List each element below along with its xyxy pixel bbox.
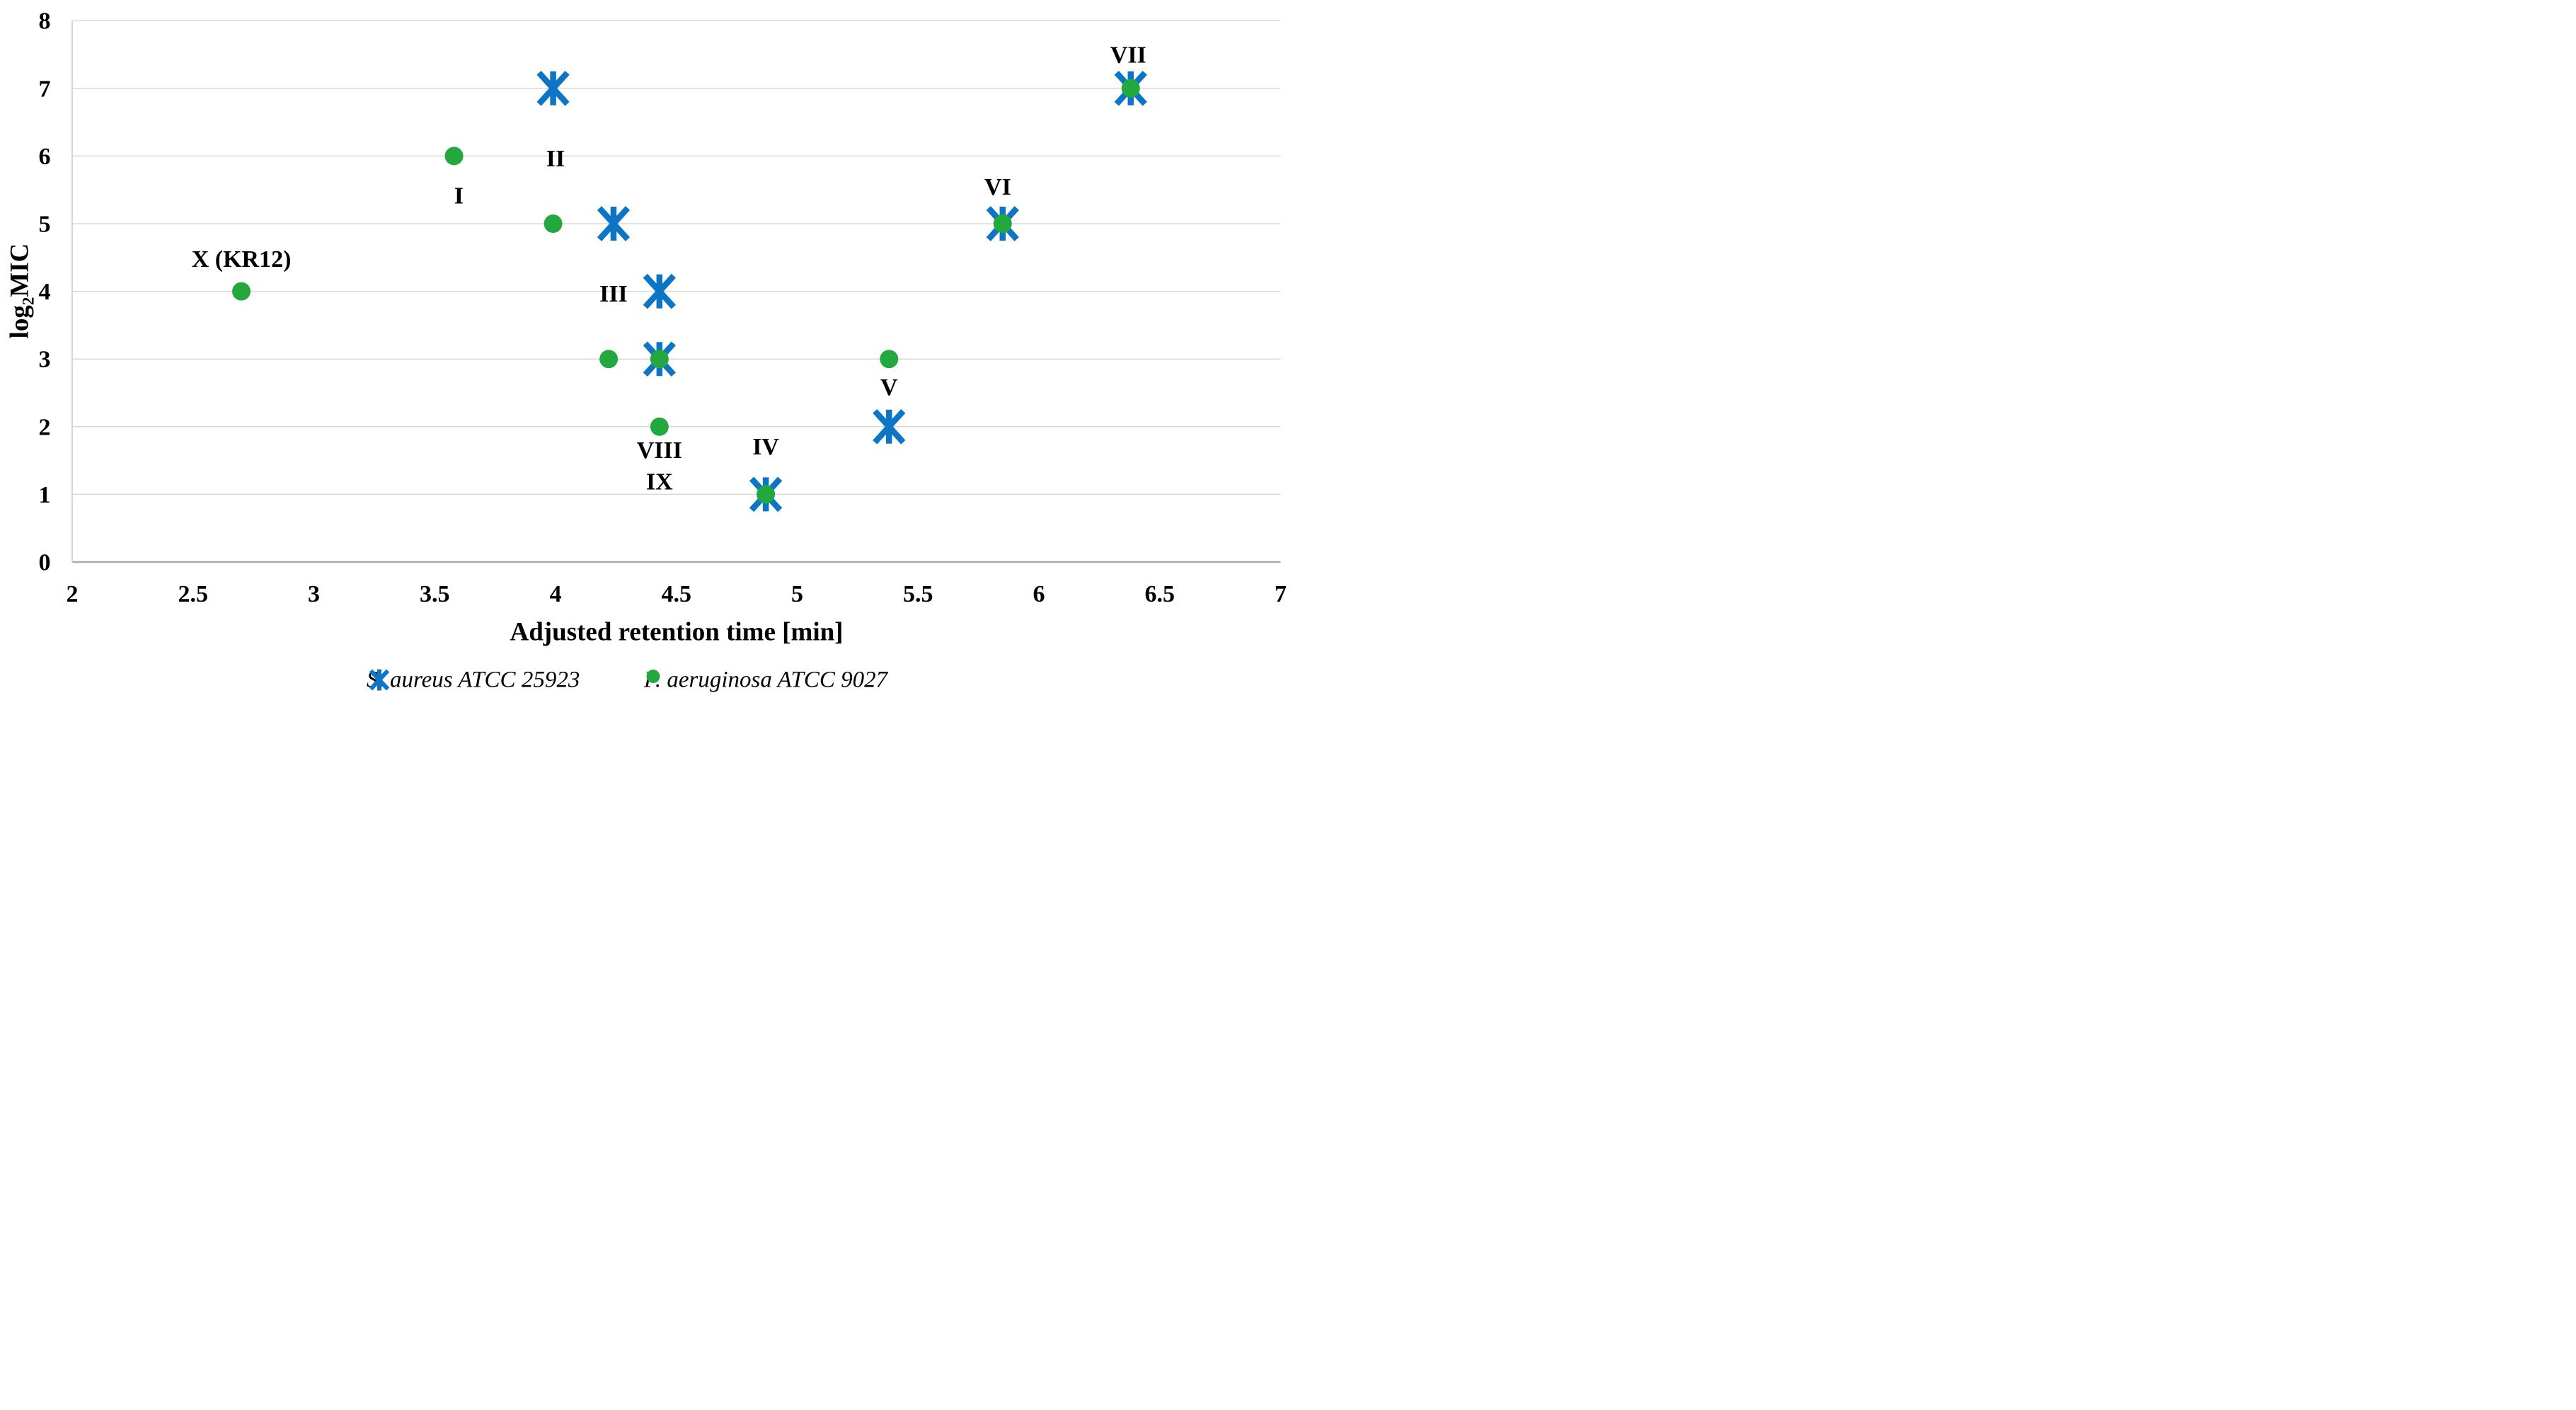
- y-tick-label-1: 1: [39, 482, 51, 508]
- annotation-viii: VIII: [637, 437, 682, 464]
- marker-circle-x4.43-y2: [650, 417, 669, 436]
- y-tick-label-7: 7: [39, 76, 51, 102]
- y-axis-title-suffix: MIC: [5, 243, 35, 297]
- marker-circle-x5.85-y5: [993, 214, 1012, 233]
- annotation-v: V: [880, 374, 898, 401]
- y-tick-label-2: 2: [39, 414, 51, 440]
- scatter-chart-figure: 0 1 2 3 4 5 6 7 8 2 2.5 3 3.5 4 4.5 5 5.5 6 6.5 7 X (KR12) I I…: [0, 0, 1288, 705]
- annotation-vi: VI: [984, 174, 1011, 200]
- annotation-i: I: [454, 183, 464, 209]
- marker-circle-x6.38-y7: [1121, 79, 1140, 98]
- x-axis-title: Adjusted retention time [min]: [510, 617, 844, 647]
- y-axis-title: log2MIC: [4, 243, 38, 339]
- annotation-x-kr12-: X (KR12): [192, 246, 292, 273]
- x-tick-label-4.5: 4.5: [662, 581, 692, 607]
- x-tick-label-5.5: 5.5: [903, 581, 933, 607]
- x-tick-label-5: 5: [791, 581, 803, 607]
- y-tick-label-3: 3: [39, 347, 51, 373]
- s-aureus-asterisk-marker-icon: [369, 669, 390, 691]
- legend-label-s-aureus: S. aureus ATCC 25923: [367, 667, 580, 693]
- marker-asterisk-x4.43-y4: [643, 273, 676, 309]
- x-tick-label-3: 3: [308, 581, 320, 607]
- x-tick-label-2: 2: [67, 581, 79, 607]
- x-tick-label-4: 4: [550, 581, 562, 607]
- annotation-vii: VII: [1110, 42, 1146, 69]
- marker-circle-x4.43-y3: [650, 350, 669, 369]
- legend-label-p-aeruginosa: P. aeruginosa ATCC 9027: [644, 667, 888, 693]
- x-tick-label-2.5: 2.5: [178, 581, 209, 607]
- y-tick-label-5: 5: [39, 212, 51, 238]
- marker-circle-x3.58-y6: [444, 147, 464, 166]
- x-tick-label-6: 6: [1033, 581, 1045, 607]
- marker-circle-x5.38-y3: [880, 350, 899, 369]
- y-axis-title-prefix: log: [5, 305, 35, 339]
- x-tick-label-6.5: 6.5: [1145, 581, 1175, 607]
- marker-circle-x4.22-y3: [599, 350, 619, 369]
- marker-circle-x2.7-y4: [232, 282, 251, 301]
- p-aeruginosa-circle-marker-icon: [646, 670, 660, 683]
- annotation-ii: II: [546, 146, 565, 172]
- y-tick-label-8: 8: [39, 8, 51, 35]
- annotation-ix: IX: [646, 469, 673, 495]
- annotation-iii: III: [599, 281, 628, 307]
- x-tick-label-7: 7: [1275, 581, 1287, 607]
- y-tick-label-4: 4: [39, 279, 51, 305]
- y-axis-title-subscript: 2: [19, 297, 38, 306]
- y-tick-label-0: 0: [39, 550, 51, 576]
- legend-item-p-aeruginosa: P. aeruginosa ATCC 9027: [644, 667, 887, 694]
- marker-circle-x3.99-y5: [544, 214, 563, 233]
- annotation-iv: IV: [752, 434, 779, 460]
- marker-asterisk-x5.38-y2: [873, 408, 906, 445]
- marker-asterisk-x4.24-y5: [597, 206, 631, 241]
- marker-asterisk-x3.99-y7: [536, 70, 570, 106]
- legend-item-s-aureus: S. aureus ATCC 25923: [367, 667, 580, 694]
- x-tick-label-3.5: 3.5: [420, 581, 450, 607]
- y-tick-label-6: 6: [39, 144, 51, 170]
- marker-circle-x4.87-y1: [757, 485, 776, 504]
